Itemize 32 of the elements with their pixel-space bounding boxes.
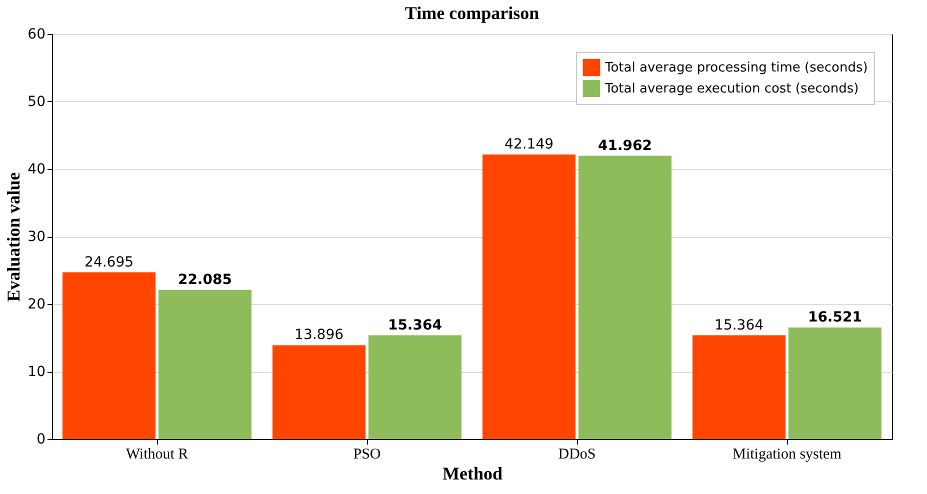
bar — [62, 272, 156, 439]
bar — [368, 335, 462, 439]
data-label: 15.364 — [388, 317, 442, 334]
bar — [272, 345, 366, 439]
x-tick-label: PSO — [353, 446, 381, 462]
x-tick-label: Mitigation system — [732, 446, 842, 462]
y-axis-title: Evaluation value — [4, 172, 24, 302]
y-tick-label: 10 — [28, 364, 46, 380]
chart-title: Time comparison — [404, 3, 540, 23]
data-label: 22.085 — [178, 272, 232, 288]
bar — [482, 154, 576, 439]
bar — [158, 290, 252, 439]
legend-label: Total average execution cost (seconds) — [604, 82, 859, 96]
y-tick-label: 50 — [28, 94, 46, 110]
legend-label: Total average processing time (seconds) — [604, 60, 868, 76]
bar — [578, 156, 672, 439]
bar — [692, 335, 786, 439]
x-tick-label: Without R — [126, 446, 188, 462]
bar — [788, 327, 882, 439]
x-axis-title: Method — [442, 464, 502, 484]
y-tick-label: 40 — [28, 162, 46, 178]
y-tick-label: 60 — [28, 26, 46, 42]
data-label: 16.521 — [808, 309, 862, 326]
data-label: 42.149 — [504, 136, 554, 152]
data-label: 24.695 — [84, 254, 134, 270]
x-tick-label: DDoS — [558, 446, 596, 462]
y-tick-label: 20 — [28, 296, 46, 312]
data-label: 13.896 — [294, 327, 344, 344]
y-tick-label: 0 — [36, 432, 46, 448]
data-label: 15.364 — [714, 317, 764, 334]
data-label: 41.962 — [598, 138, 652, 154]
y-tick-label: 30 — [28, 229, 46, 245]
